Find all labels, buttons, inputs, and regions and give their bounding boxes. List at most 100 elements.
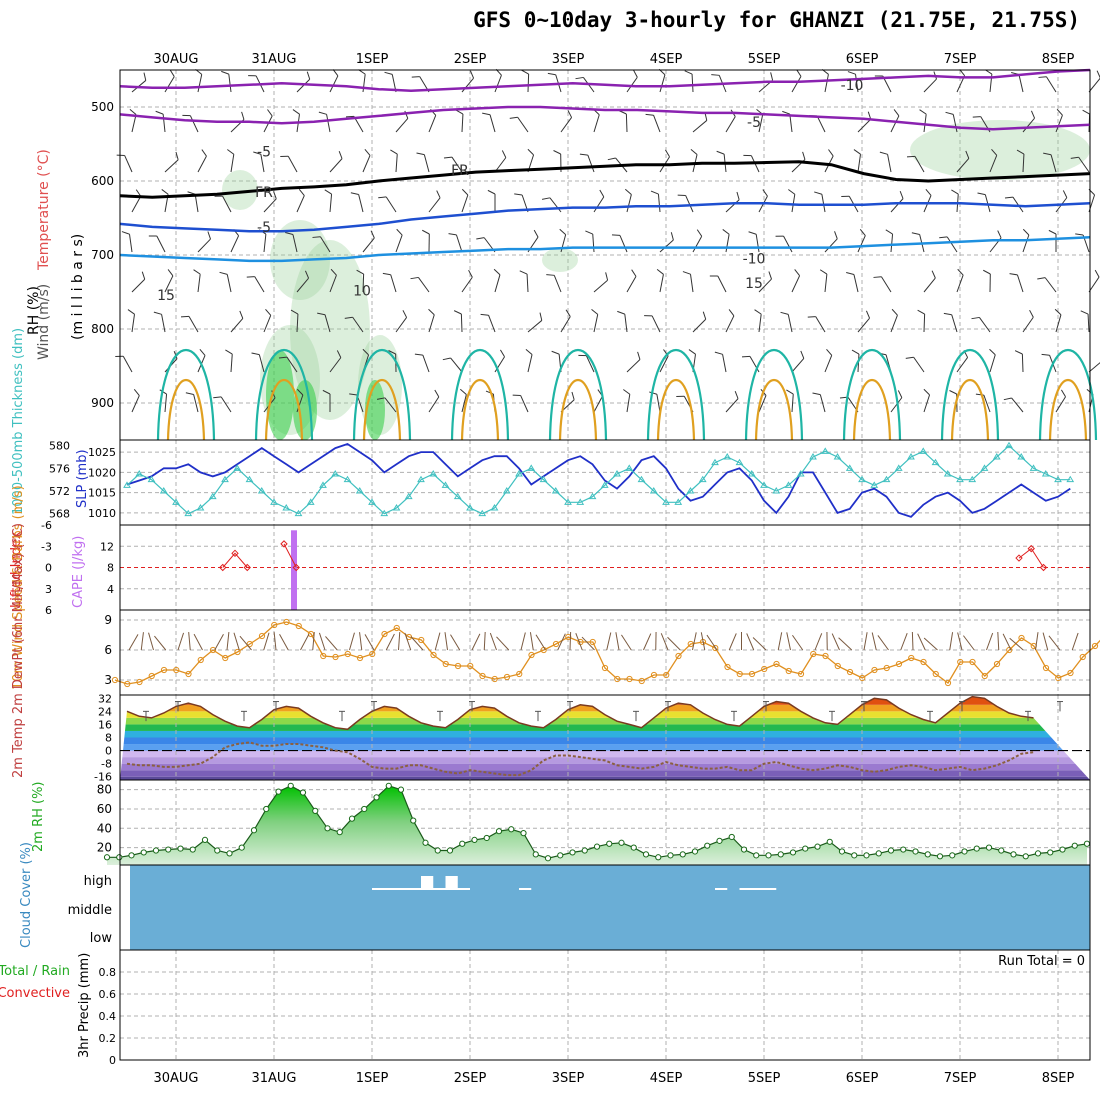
- wind-barb: [820, 270, 827, 274]
- wind-barb: [715, 352, 723, 354]
- rh-marker: [852, 853, 857, 858]
- axis-tick-temp: 32: [98, 692, 112, 705]
- wind-barb: [325, 190, 332, 194]
- wind-barb: [500, 350, 504, 357]
- wind-barb: [1017, 275, 1023, 292]
- wind-barb: [132, 396, 139, 412]
- wind-barb: [429, 115, 436, 132]
- rh-marker: [1023, 854, 1028, 859]
- wind-barb: [456, 110, 463, 114]
- rh-marker: [239, 845, 244, 850]
- date-label-top: 7SEP: [944, 52, 977, 67]
- wind-barb: [939, 237, 947, 238]
- wind-barb: [553, 150, 560, 154]
- wind-barb: [462, 277, 472, 292]
- date-label-bottom: 4SEP: [650, 1071, 683, 1086]
- wind-barb: [652, 316, 660, 332]
- rh-marker: [411, 818, 416, 823]
- wind-barb: [240, 311, 243, 318]
- wind-barb: [792, 358, 804, 372]
- wind-barb: [866, 311, 869, 318]
- ylabel-precip-total: Total / Rain: [0, 964, 70, 979]
- wind-barb: [718, 276, 726, 292]
- rh-shade: [542, 248, 578, 272]
- wind-barb: [797, 70, 801, 77]
- wind-barb: [351, 193, 359, 195]
- rh-marker: [362, 806, 367, 811]
- panel-frame: [120, 610, 1090, 695]
- date-label-bottom: 8SEP: [1042, 1071, 1075, 1086]
- wind-barb: [495, 275, 500, 292]
- wind-barb-10m: [864, 632, 867, 650]
- wind-barb: [528, 149, 534, 155]
- wind-barb: [946, 112, 954, 114]
- wind-barb: [692, 74, 693, 92]
- rh-marker: [484, 835, 489, 840]
- wind-barb: [386, 197, 396, 212]
- wind-barb-10m: [521, 633, 525, 650]
- wind-barb: [886, 230, 893, 234]
- wind-barb: [771, 72, 773, 80]
- rh-marker: [178, 846, 183, 851]
- wind-barb: [327, 114, 330, 132]
- contour-label: 15: [157, 288, 175, 304]
- rh-marker: [594, 844, 599, 849]
- wind-barb: [781, 312, 789, 314]
- wind-barb: [1089, 277, 1099, 292]
- wind-barb: [860, 229, 865, 235]
- wind-barb: [711, 75, 719, 76]
- wind-barb: [168, 269, 173, 275]
- wind-barb: [588, 155, 594, 172]
- wind-barb: [220, 272, 228, 274]
- wind-barb: [627, 359, 640, 372]
- wind-barb: [418, 277, 429, 292]
- wind-barb: [462, 189, 468, 195]
- wind-barb: [514, 194, 522, 195]
- wind-barb: [627, 195, 631, 212]
- date-label-bottom: 5SEP: [748, 1071, 781, 1086]
- temp-band: [120, 718, 1090, 725]
- wind-barb: [412, 77, 420, 78]
- wind-barb: [319, 112, 327, 114]
- wind-barb: [526, 349, 532, 354]
- axis-tick-temp: 16: [98, 718, 112, 731]
- date-label-top: 3SEP: [552, 52, 585, 67]
- cloud-background: [130, 865, 1090, 950]
- wind-barb: [1089, 360, 1100, 372]
- wind-barb: [792, 194, 795, 212]
- wind-barb-10m: [918, 634, 926, 650]
- wind-barb-10m: [194, 634, 202, 650]
- wind-barb: [1030, 310, 1034, 317]
- wind-barb: [267, 109, 272, 115]
- wind-barb: [330, 159, 342, 172]
- wind-barb: [1056, 397, 1066, 412]
- wind-barb: [1022, 354, 1023, 372]
- wind-barb-10m: [365, 634, 374, 650]
- isotherm-20: [658, 380, 694, 440]
- wind-barb-10m: [1003, 634, 1011, 650]
- wind-barb: [417, 153, 425, 155]
- rh-marker: [582, 848, 587, 853]
- wind-barb: [157, 236, 165, 252]
- wind-barb: [795, 269, 800, 275]
- wind-barb: [422, 230, 429, 234]
- wind-barb-10m: [189, 632, 191, 650]
- ylabel-temperature: Temperature (°C): [36, 149, 52, 271]
- rh-marker: [790, 850, 795, 855]
- contour-label: -10: [841, 78, 864, 94]
- wind-barb: [623, 390, 629, 395]
- rh-marker: [460, 841, 465, 846]
- rh-marker: [974, 846, 979, 851]
- wind-barb: [671, 232, 673, 240]
- wind-barb: [378, 197, 386, 198]
- date-label-top: 5SEP: [748, 52, 781, 67]
- wind-barb: [423, 355, 429, 372]
- contour-label: 10: [353, 284, 371, 300]
- wind-barb: [1081, 311, 1088, 314]
- wind-barb: [208, 231, 211, 239]
- wind-barb: [594, 197, 604, 212]
- contour-label: -5: [747, 115, 761, 131]
- wind-barb: [735, 391, 738, 398]
- wind-barb: [723, 229, 729, 234]
- wind-barb: [1015, 351, 1022, 354]
